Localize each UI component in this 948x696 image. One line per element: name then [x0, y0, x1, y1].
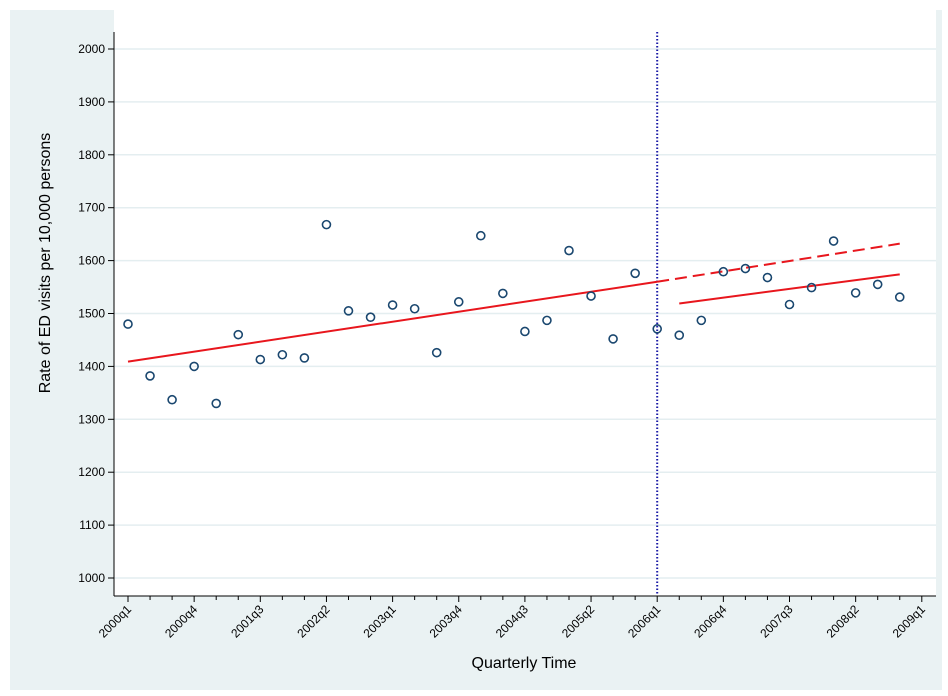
data-point [123, 319, 133, 329]
data-point [409, 303, 420, 314]
y-tick-label: 1400 [78, 359, 105, 373]
data-point [299, 353, 310, 363]
x-tick-label: 2000q1 [96, 602, 134, 640]
data-point [586, 291, 596, 301]
x-tick-label: 2007q3 [757, 602, 795, 640]
data-point [321, 219, 332, 230]
x-tick-label: 2005q2 [559, 602, 597, 640]
fitted-trend-line [679, 273, 900, 305]
x-tick-label: 2006q4 [691, 602, 729, 640]
data-point [211, 398, 221, 409]
data-points [123, 219, 905, 409]
fit-lines [127, 242, 900, 363]
data-point [674, 330, 685, 340]
data-point [740, 263, 751, 274]
chart-figure: 1000 1100 1200 1300 1400 1500 1600 1700 1800 1900… [10, 10, 942, 690]
y-tick-label: 1500 [78, 307, 105, 321]
x-tick-label: 2004q3 [493, 602, 531, 640]
y-tick-label: 1900 [78, 95, 105, 109]
data-point [277, 349, 288, 360]
data-point [608, 334, 618, 344]
data-point [850, 288, 861, 298]
data-point [652, 324, 663, 334]
data-point [255, 354, 266, 365]
counterfactual-trend-line [657, 242, 900, 283]
data-point [564, 245, 574, 256]
data-point [189, 361, 199, 372]
data-point [696, 315, 707, 326]
y-tick-label: 1600 [78, 254, 105, 268]
data-point [365, 312, 376, 323]
grid-lines [114, 48, 936, 579]
data-point [894, 292, 905, 302]
data-point [784, 299, 795, 310]
data-point [806, 282, 817, 293]
data-point [520, 326, 530, 337]
x-tick-label: 2003q4 [427, 602, 465, 640]
data-point [475, 230, 486, 241]
y-tick-label: 1800 [78, 148, 105, 162]
x-tick-label: 2008q2 [824, 602, 862, 640]
y-tick-label: 1000 [78, 571, 105, 585]
x-tick-label: 2002q2 [294, 602, 332, 640]
y-tick-label: 1700 [78, 201, 105, 215]
fitted-trend-line [127, 280, 658, 363]
data-point [762, 272, 773, 283]
data-point [828, 236, 839, 246]
y-tick-label: 1100 [79, 518, 105, 532]
data-point [872, 279, 883, 290]
x-tick-label: 2006q1 [625, 602, 663, 640]
y-tick-label: 2000 [78, 42, 105, 56]
data-point [453, 297, 464, 307]
x-tick-label: 2001q3 [228, 602, 266, 640]
chart-svg: 1000 1100 1200 1300 1400 1500 1600 1700 1800 1900… [37, 10, 936, 672]
x-tick-label: 2009q1 [890, 602, 928, 640]
data-point [387, 300, 398, 310]
data-point [167, 394, 177, 405]
plot-area [114, 10, 936, 596]
data-point [431, 347, 442, 358]
y-axis-title: Rate of ED visits per 10,000 persons [37, 133, 54, 394]
data-point [718, 266, 729, 277]
x-tick-label: 2000q4 [162, 602, 200, 640]
x-tick-label: 2003q1 [361, 602, 399, 640]
y-tick-label: 1200 [78, 465, 105, 479]
data-point [233, 329, 244, 340]
data-point [343, 306, 354, 316]
data-point [630, 268, 640, 279]
data-point [542, 315, 552, 326]
data-point [498, 288, 508, 299]
y-tick-label: 1300 [78, 412, 105, 426]
x-axis-title: Quarterly Time [472, 655, 577, 672]
data-point [145, 371, 155, 381]
